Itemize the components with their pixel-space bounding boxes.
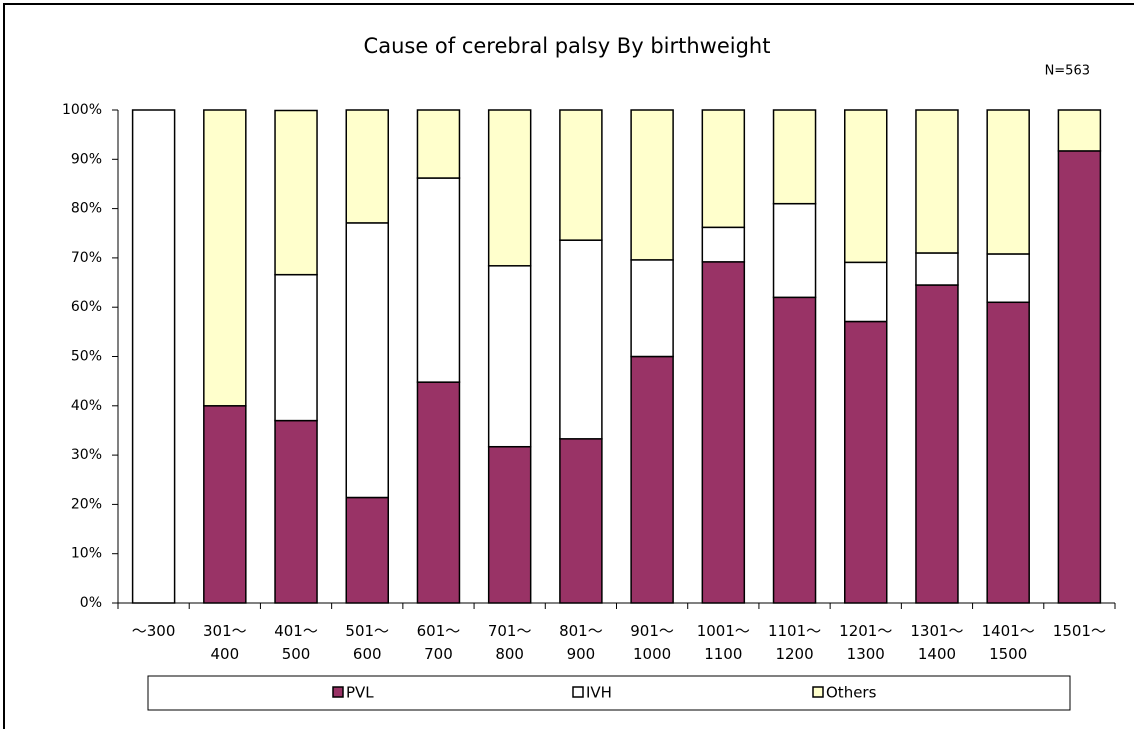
x-tick-label: 601～ 700 [416, 622, 461, 663]
legend-box [147, 675, 1071, 711]
x-tick-label: 1501～ [1052, 622, 1106, 640]
bar-segment [416, 109, 461, 179]
x-tick-label: 401～ 500 [274, 622, 318, 663]
bar-segment [986, 301, 1030, 604]
bar-segment [559, 239, 603, 440]
bar-segment [274, 273, 318, 422]
bar-segment [772, 202, 817, 299]
bar-segment [844, 109, 888, 264]
bar-segment [274, 419, 318, 604]
x-tick-label: ～300 [131, 622, 176, 640]
annotation: N=563 [1045, 64, 1090, 79]
y-tick-label: 100% [62, 102, 102, 118]
bar-segment [345, 496, 389, 604]
bar-segment [915, 252, 959, 286]
bar-segment [1057, 150, 1102, 604]
bar-segment [701, 109, 746, 229]
y-tick-label: 70% [71, 250, 102, 266]
bar-segment [559, 109, 603, 241]
legend-swatch [572, 686, 584, 698]
bar-segment [416, 177, 461, 383]
bar-segment [274, 109, 318, 276]
x-tick-label: 1401～ 1500 [981, 622, 1035, 663]
bar-segment [986, 253, 1030, 304]
legend-swatch [332, 686, 344, 698]
bar-segment [844, 261, 888, 323]
legend-label: Others [826, 684, 877, 702]
x-tick-label: 801～ 900 [559, 622, 603, 663]
bar-segment [345, 222, 389, 499]
bar-segment [986, 109, 1030, 255]
bar-segment [345, 109, 389, 224]
x-tick-label: 901～ 1000 [630, 622, 674, 663]
x-tick-label: 1301～ 1400 [910, 622, 964, 663]
y-tick-label: 20% [71, 496, 102, 512]
bar-segment [630, 109, 674, 261]
legend-label: IVH [586, 684, 612, 702]
bar-segment [772, 109, 817, 205]
y-tick-label: 90% [71, 151, 102, 167]
x-tick-label: 501～ 600 [345, 622, 390, 663]
bar-segment [203, 405, 247, 604]
legend-label: PVL [346, 684, 374, 702]
bar-segment [487, 109, 532, 267]
bar-segment [772, 296, 817, 604]
chart-title: Cause of cerebral palsy By birthweight [364, 34, 771, 58]
bar-segment [131, 109, 176, 604]
bar-segment [844, 320, 888, 604]
bar-segment [487, 265, 532, 448]
bar-segment [203, 109, 247, 407]
bar-segment [915, 109, 959, 254]
bar-segment [701, 226, 746, 263]
bar-segment [416, 381, 461, 604]
bar-segment [701, 261, 746, 604]
y-tick-label: 60% [71, 299, 102, 315]
x-tick-label: 701～ 800 [487, 622, 532, 663]
y-tick-label: 0% [80, 595, 102, 611]
bar-segment [915, 284, 959, 604]
bar-segment [559, 438, 603, 604]
x-tick-label: 301～ 400 [202, 622, 247, 663]
legend-swatch [812, 686, 824, 698]
y-tick-label: 30% [71, 447, 102, 463]
bar-segment [630, 259, 674, 358]
y-tick-label: 10% [71, 546, 102, 562]
bar-segment [1057, 109, 1102, 152]
bar-segment [630, 355, 674, 604]
y-tick-label: 50% [71, 349, 102, 365]
x-tick-label: 1101～ 1200 [767, 622, 822, 663]
bar-segment [487, 445, 532, 604]
x-tick-label: 1001～ 1100 [696, 622, 750, 663]
y-tick-label: 80% [71, 201, 102, 217]
x-tick-label: 1201～ 1300 [839, 622, 893, 663]
y-tick-label: 40% [71, 398, 102, 414]
